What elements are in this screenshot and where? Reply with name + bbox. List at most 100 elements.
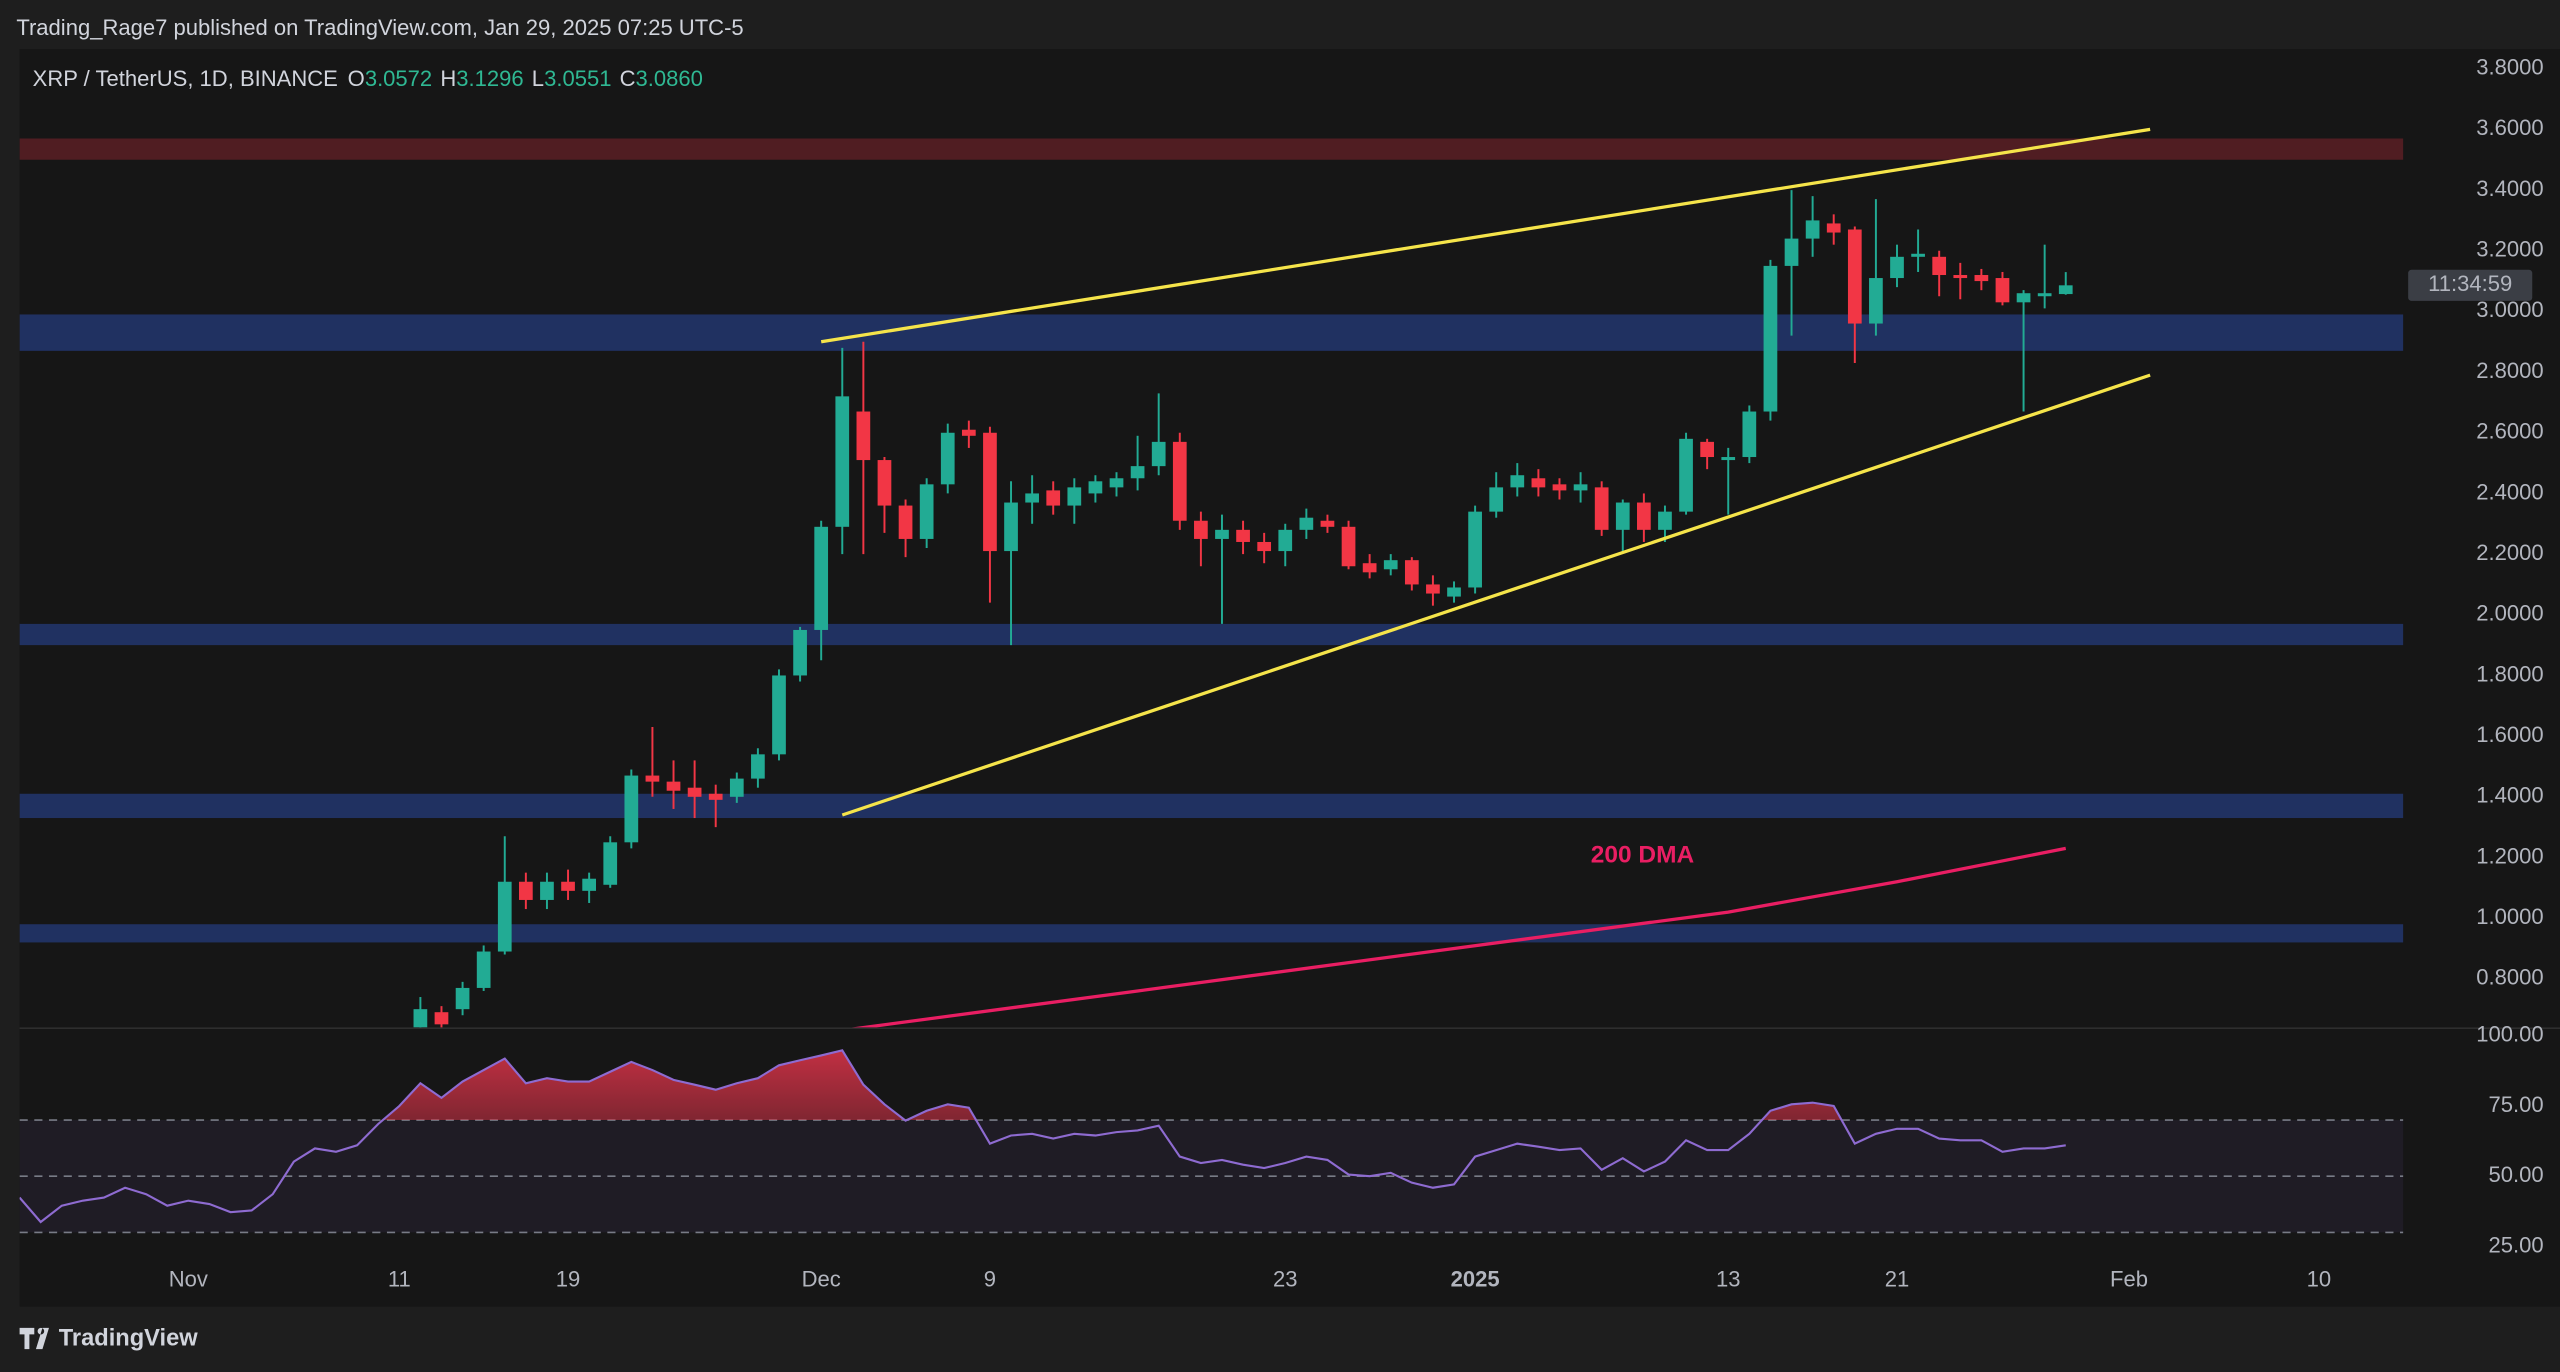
countdown: 11:34:59 (2428, 271, 2512, 296)
candle-body (729, 778, 744, 797)
candle-body (1594, 487, 1609, 530)
y-tick-label: 3.4000 (2476, 176, 2543, 201)
y-tick-label: 2.0000 (2476, 601, 2543, 626)
footer: TradingView (19, 1326, 198, 1352)
candle-body (1974, 275, 1989, 282)
candle-body (1890, 256, 1904, 279)
moving-average (852, 846, 2067, 1028)
rsi-tick-label: 25.00 (2489, 1232, 2544, 1257)
candle-body (983, 432, 997, 552)
x-tick-label: Feb (2110, 1266, 2148, 1291)
candle-body (1299, 517, 1314, 530)
candle-body (1763, 265, 1778, 412)
candle-body (1320, 520, 1335, 527)
y-tick-label: 2.2000 (2476, 540, 2543, 565)
y-tick-label: 3.2000 (2476, 237, 2543, 262)
y-tick-label: 3.0000 (2476, 297, 2543, 322)
candle-body (1995, 278, 2010, 303)
candle-body (856, 411, 871, 461)
candle-body (1236, 529, 1250, 542)
candle-body (666, 781, 681, 791)
candle-body (1658, 511, 1672, 530)
candle-body (814, 526, 829, 630)
y-tick-label: 2.8000 (2476, 358, 2543, 383)
y-tick-label: 2.4000 (2476, 479, 2543, 504)
candle-body (793, 629, 807, 676)
candle-body (1088, 481, 1103, 494)
ohlc-value: 3.1296 (456, 66, 523, 91)
candle-body (772, 675, 786, 755)
y-tick-label: 1.8000 (2476, 661, 2543, 686)
trendline (820, 127, 2151, 344)
candle-body (455, 987, 470, 1010)
rsi-pane (19, 1049, 2404, 1234)
candle-body (1911, 253, 1925, 257)
logo (19, 1327, 49, 1350)
overlay-label: 200 DMA (1591, 841, 1695, 868)
candle-body (1004, 502, 1018, 552)
ohlc-key: O (348, 66, 365, 91)
candle-body (1447, 587, 1461, 597)
candle-body (1573, 484, 1588, 491)
candle-body (1826, 223, 1841, 233)
candle-body (898, 505, 913, 539)
candle-body (1025, 493, 1039, 503)
ohlc-value: 3.0860 (636, 66, 703, 91)
zone (19, 924, 2404, 943)
candle-body (1869, 278, 1883, 324)
candle-body (877, 460, 892, 506)
x-tick-label: 23 (1273, 1266, 1298, 1291)
zone (19, 314, 2404, 351)
candle-body (1552, 484, 1567, 491)
candle-body (1805, 220, 1820, 239)
candle-body (961, 429, 976, 436)
y-tick-label: 3.8000 (2476, 55, 2543, 80)
overbought-area (382, 1050, 1842, 1121)
x-tick-label: 2025 (1451, 1266, 1500, 1291)
candle-body (476, 951, 491, 988)
zone (19, 138, 2404, 160)
candle-body (1700, 441, 1715, 458)
candle-body (2016, 293, 2031, 303)
x-tick-label: 21 (1885, 1266, 1910, 1291)
price-pane (19, 127, 2404, 1028)
y-tick-label: 2.6000 (2476, 419, 2543, 444)
rsi-tick-label: 50.00 (2489, 1162, 2544, 1187)
y-tick-label: 1.4000 (2476, 783, 2543, 808)
y-tick-label: 1.2000 (2476, 843, 2543, 868)
candle-body (1426, 584, 1440, 594)
ohlc-key: C (620, 66, 636, 91)
x-tick-label: 19 (556, 1266, 581, 1291)
y-tick-label: 0.8000 (2476, 965, 2543, 990)
candle-body (1953, 275, 1968, 279)
x-tick-label: Nov (169, 1266, 208, 1291)
candle-body (1679, 438, 1693, 512)
candle-body (1130, 466, 1145, 479)
candle-body (1531, 478, 1546, 488)
y-tick-label: 1.0000 (2476, 904, 2543, 929)
x-tick-label: 13 (1716, 1266, 1741, 1291)
candle-body (624, 775, 639, 843)
candle-body (1742, 411, 1757, 458)
zone (19, 793, 2404, 819)
candle-body (2058, 285, 2073, 295)
candle-body (1278, 529, 1293, 552)
candle-body (1847, 229, 1862, 324)
axes: 0.8000 1.0000 1.2000 1.4000 1.6000 1.8000 2.00… (169, 55, 2544, 1292)
footer-brand: TradingView (59, 1326, 198, 1352)
symbol-legend: XRP / TetherUS, 1D, BINANCE O3.0572 H3.129… (33, 66, 703, 91)
candle-body (1383, 560, 1398, 570)
candle-body (1067, 487, 1082, 506)
rsi-tick-label: 100.00 (2476, 1022, 2543, 1047)
candle-body (751, 754, 765, 779)
ohlc-value: 3.0572 (365, 66, 432, 91)
candle-body (1215, 529, 1229, 539)
rsi-line (19, 1049, 2066, 1224)
ohlc-key: H (440, 66, 456, 91)
rsi-tick-label: 75.00 (2489, 1092, 2544, 1117)
countdown-tag (2408, 269, 2533, 301)
candle-body (1468, 511, 1482, 588)
candle-body (582, 878, 596, 891)
symbol: XRP / TetherUS, 1D, BINANCE (33, 66, 338, 91)
